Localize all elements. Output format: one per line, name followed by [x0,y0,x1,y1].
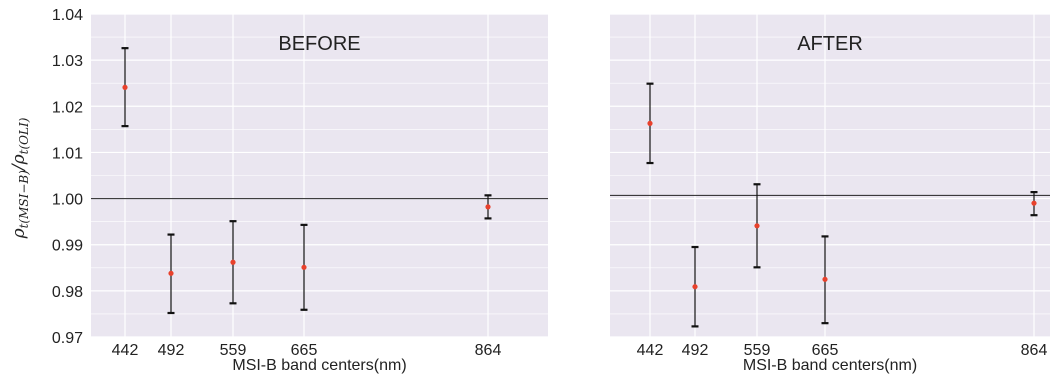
y-tick-label: 1.03 [52,53,83,70]
x-tick-label: 442 [637,342,664,359]
panel-title: AFTER [797,33,863,55]
data-point-864 [485,204,491,210]
x-tick-label: 559 [744,342,771,359]
x-tick-label: 864 [1021,342,1048,359]
x-axis-label: MSI-B band centers(nm) [232,357,406,374]
x-tick-label: 492 [682,342,709,359]
data-point-559 [754,223,760,229]
y-tick-label: 0.98 [52,284,83,301]
x-tick-label: 864 [475,342,502,359]
data-point-442 [647,120,653,126]
x-axis-label: MSI-B band centers(nm) [743,357,917,374]
panel-before: 442 492 559 665 864 0.97 0.98 0.99 1.00 1.01 1.02 1… [52,7,548,374]
data-point-665 [301,264,307,270]
x-tick-label: 665 [291,342,318,359]
x-tick-label: 442 [112,342,139,359]
data-point-492 [692,284,698,290]
y-tick-label: 0.99 [52,238,83,255]
y-tick-label: 1.01 [52,145,83,162]
y-tick-label: 1.00 [52,192,83,209]
data-point-665 [822,276,828,282]
y-tick-label: 1.04 [52,7,83,24]
data-point-864 [1031,200,1037,206]
y-tick-label: 1.02 [52,99,83,116]
data-point-559 [230,259,236,265]
x-tick-label: 559 [220,342,247,359]
y-axis-label: ρt(MSI−B)/ρt(OLI) [9,117,31,239]
x-tick-label: 665 [812,342,839,359]
x-tick-label: 492 [158,342,185,359]
panel-after: 442 492 559 665 864 AFTER MSI-B band centers(n… [610,13,1050,374]
y-tick-label: 0.97 [52,330,83,347]
data-point-492 [168,270,174,276]
panel-title: BEFORE [278,33,360,55]
data-point-442 [122,84,128,90]
